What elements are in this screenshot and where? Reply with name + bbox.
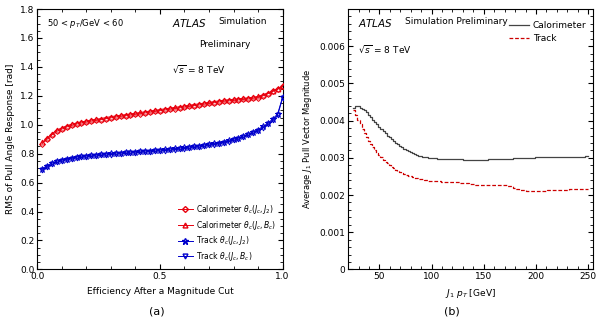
X-axis label: $J_1\ p_T$ [GeV]: $J_1\ p_T$ [GeV]: [445, 287, 496, 300]
Text: $\sqrt{s}$ = 8 TeV: $\sqrt{s}$ = 8 TeV: [358, 43, 411, 55]
Text: $\sqrt{s}$ = 8 TeV: $\sqrt{s}$ = 8 TeV: [172, 64, 226, 75]
Text: (b): (b): [444, 307, 460, 317]
Y-axis label: Average $J_1$ Pull Vector Magnitude: Average $J_1$ Pull Vector Magnitude: [301, 69, 314, 209]
Text: $\bf{\it{ATLAS}}$: $\bf{\it{ATLAS}}$: [172, 17, 207, 29]
Text: Preliminary: Preliminary: [199, 40, 251, 49]
Text: Simulation Preliminary: Simulation Preliminary: [405, 17, 507, 26]
Text: 50 < $p_T$/GeV < 60: 50 < $p_T$/GeV < 60: [47, 17, 124, 30]
Legend: Calorimeter $\theta_c(J_c,J_2)$, Calorimeter $\theta_c(J_c,B_c)$, Track $\theta_: Calorimeter $\theta_c(J_c,J_2)$, Calorim…: [178, 203, 276, 263]
Text: (a): (a): [149, 307, 165, 317]
Legend: Calorimeter, Track: Calorimeter, Track: [510, 21, 587, 43]
Text: $\bf{\it{ATLAS}}$: $\bf{\it{ATLAS}}$: [358, 17, 393, 29]
Y-axis label: RMS of Pull Angle Response [rad]: RMS of Pull Angle Response [rad]: [5, 64, 14, 214]
X-axis label: Efficiency After a Magnitude Cut: Efficiency After a Magnitude Cut: [87, 287, 233, 296]
Text: Simulation: Simulation: [219, 17, 267, 26]
